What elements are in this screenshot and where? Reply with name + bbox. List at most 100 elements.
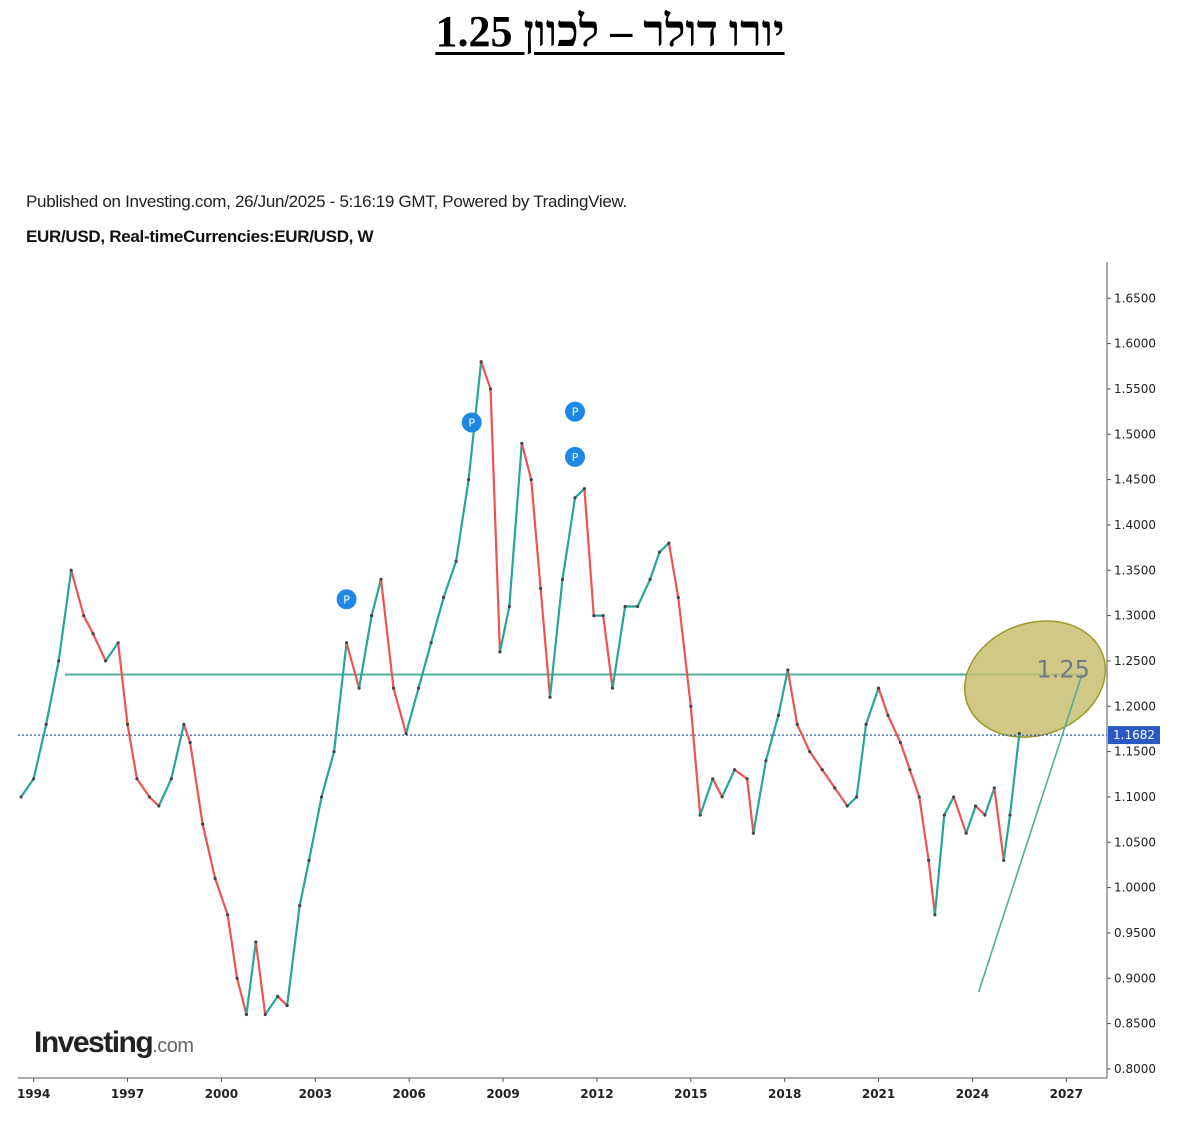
price-segment bbox=[182, 723, 192, 744]
price-point bbox=[391, 686, 396, 690]
price-point bbox=[689, 704, 693, 708]
price-point bbox=[416, 686, 421, 690]
price-point bbox=[82, 614, 86, 618]
price-point bbox=[667, 541, 671, 545]
price-segment bbox=[649, 551, 661, 581]
y-tick-label: 1.2500 bbox=[1114, 654, 1156, 668]
price-point bbox=[610, 686, 615, 690]
price-point bbox=[263, 1012, 267, 1017]
price-point bbox=[973, 804, 978, 808]
price-point bbox=[855, 795, 859, 799]
pivot-marker-circle bbox=[565, 446, 586, 467]
pivot-marker: P bbox=[565, 446, 586, 467]
x-tick-label: 2006 bbox=[392, 1087, 425, 1101]
price-point bbox=[44, 722, 48, 727]
price-segment bbox=[943, 795, 955, 817]
price-segment bbox=[993, 786, 1005, 862]
price-segment bbox=[583, 487, 595, 617]
price-point bbox=[298, 904, 302, 908]
plot-area: 1.25 P P P P bbox=[18, 360, 1107, 1017]
price-segment bbox=[918, 795, 930, 862]
price-segment bbox=[498, 605, 511, 653]
price-segment bbox=[379, 578, 395, 690]
price-point bbox=[582, 487, 587, 491]
pivot-marker-circle bbox=[336, 589, 357, 610]
price-segment bbox=[573, 487, 586, 499]
price-segment bbox=[808, 750, 824, 771]
price-segment bbox=[135, 777, 151, 799]
price-segment bbox=[254, 940, 267, 1016]
price-point bbox=[808, 750, 812, 754]
price-segment bbox=[307, 795, 323, 862]
pivot-marker-circle bbox=[461, 412, 482, 433]
price-segment bbox=[370, 578, 383, 617]
price-point bbox=[983, 813, 987, 817]
price-point bbox=[573, 496, 577, 500]
price-point bbox=[104, 659, 108, 663]
pivot-marker: P bbox=[336, 589, 357, 610]
price-point bbox=[864, 722, 868, 727]
price-segment bbox=[70, 569, 85, 617]
x-tick-label: 2018 bbox=[768, 1087, 801, 1101]
price-segment bbox=[264, 995, 279, 1016]
price-point bbox=[441, 595, 446, 600]
price-segment bbox=[548, 578, 564, 699]
price-segment bbox=[877, 687, 890, 717]
x-tick-label: 2024 bbox=[956, 1087, 989, 1101]
price-segment bbox=[864, 687, 880, 726]
y-tick-label: 0.9500 bbox=[1114, 926, 1156, 940]
price-point bbox=[751, 831, 755, 835]
price-segment bbox=[286, 904, 301, 1007]
pivot-marker-label: P bbox=[572, 451, 579, 464]
price-point bbox=[733, 768, 737, 772]
y-tick-label: 1.3500 bbox=[1114, 563, 1156, 577]
pivot-marker-label: P bbox=[343, 593, 350, 606]
price-point bbox=[1017, 731, 1021, 736]
price-segment bbox=[855, 723, 868, 799]
price-segment bbox=[404, 687, 420, 735]
price-segment bbox=[214, 877, 229, 916]
price-point bbox=[698, 813, 702, 817]
price-segment bbox=[777, 668, 789, 717]
price-point bbox=[898, 740, 903, 745]
price-segment bbox=[148, 795, 160, 808]
price-segment bbox=[520, 442, 533, 481]
price-point bbox=[135, 777, 139, 781]
logo-brand: Investing bbox=[34, 1026, 154, 1059]
price-point bbox=[116, 641, 120, 645]
price-point bbox=[657, 550, 662, 554]
price-segment bbox=[455, 478, 470, 563]
price-point bbox=[720, 795, 724, 799]
price-point bbox=[820, 768, 824, 772]
price-point bbox=[507, 604, 511, 609]
price-segment bbox=[602, 614, 614, 690]
price-point bbox=[454, 559, 458, 563]
price-segment bbox=[442, 560, 458, 599]
price-segment bbox=[833, 786, 849, 808]
price-segment bbox=[235, 977, 248, 1016]
pivot-marker-label: P bbox=[572, 406, 579, 419]
price-point bbox=[1002, 858, 1006, 863]
price-point bbox=[538, 586, 543, 591]
price-segment bbox=[508, 442, 523, 608]
price-segment bbox=[320, 750, 336, 799]
price-segment bbox=[1002, 813, 1012, 862]
price-point bbox=[908, 768, 912, 772]
price-point bbox=[169, 777, 173, 781]
price-segment bbox=[170, 723, 185, 780]
price-point bbox=[147, 795, 152, 799]
price-segment bbox=[667, 541, 680, 599]
price-point bbox=[560, 577, 565, 581]
price-point bbox=[548, 695, 552, 699]
trend-line bbox=[977, 674, 1083, 993]
price-segment bbox=[345, 641, 361, 690]
price-point bbox=[201, 822, 205, 826]
price-point bbox=[648, 577, 652, 581]
price-segment bbox=[480, 360, 492, 391]
y-tick-label: 1.6000 bbox=[1114, 337, 1156, 351]
price-segment bbox=[357, 614, 373, 690]
price-segment bbox=[899, 741, 911, 771]
price-point bbox=[942, 813, 946, 817]
price-point bbox=[601, 614, 605, 618]
target-zone-ellipse bbox=[963, 620, 1107, 738]
